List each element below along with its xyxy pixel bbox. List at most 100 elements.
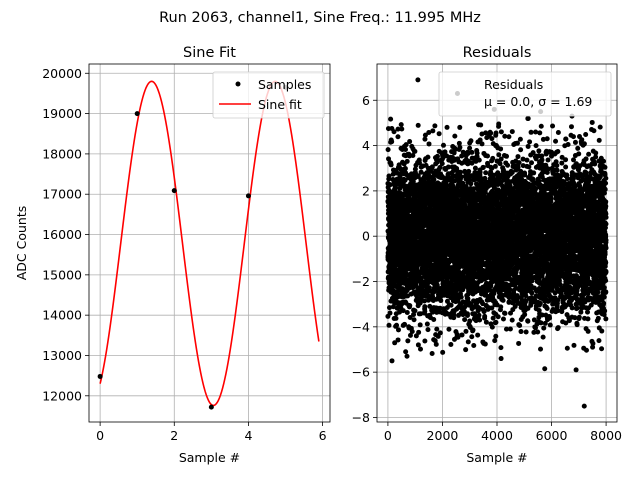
residual-point bbox=[422, 136, 428, 142]
residual-point bbox=[493, 333, 499, 339]
residual-point bbox=[469, 160, 475, 166]
y-tick-label: 19000 bbox=[42, 106, 82, 121]
residual-point bbox=[493, 130, 499, 136]
residual-point bbox=[425, 327, 431, 333]
residual-point bbox=[392, 340, 398, 346]
residual-point bbox=[483, 170, 489, 176]
residual-point bbox=[464, 313, 470, 319]
residual-point bbox=[426, 141, 432, 147]
residual-point bbox=[452, 147, 458, 153]
residual-point bbox=[422, 308, 428, 314]
residual-point bbox=[387, 182, 393, 188]
sine-fit-legend: Samples Sine fit bbox=[212, 71, 325, 119]
residual-point bbox=[500, 316, 506, 322]
residual-point bbox=[432, 123, 438, 129]
residual-point bbox=[422, 304, 428, 310]
y-tick-label: 15000 bbox=[42, 267, 82, 282]
residual-point bbox=[386, 305, 392, 311]
residual-point bbox=[417, 322, 423, 328]
residual-point bbox=[434, 326, 440, 332]
residual-point bbox=[441, 142, 446, 148]
residual-point bbox=[416, 160, 422, 166]
residual-point bbox=[448, 342, 454, 347]
residual-point bbox=[477, 169, 483, 175]
residual-point bbox=[422, 132, 428, 138]
residual-point bbox=[452, 133, 458, 139]
residual-point bbox=[400, 308, 406, 314]
residual-point bbox=[475, 332, 481, 338]
residual-point bbox=[515, 154, 521, 160]
residual-point bbox=[431, 177, 437, 183]
x-tick-label: 0 bbox=[96, 428, 104, 443]
residual-point bbox=[411, 317, 417, 323]
residual-point bbox=[402, 321, 408, 327]
residual-point bbox=[422, 338, 428, 344]
residual-point bbox=[474, 150, 480, 156]
residual-point bbox=[462, 317, 468, 323]
residual-point bbox=[425, 154, 431, 160]
residual-point bbox=[517, 136, 523, 142]
residual-point bbox=[410, 152, 416, 158]
residual-point bbox=[431, 316, 437, 322]
sample-point bbox=[208, 404, 214, 410]
residuals-title: Residuals bbox=[463, 45, 532, 61]
residual-point bbox=[389, 139, 395, 145]
residual-point bbox=[469, 334, 475, 340]
residual-point bbox=[448, 302, 454, 308]
residual-point bbox=[482, 341, 488, 347]
sample-point bbox=[97, 373, 103, 379]
residual-point bbox=[509, 317, 515, 323]
residual-point bbox=[495, 314, 501, 320]
residual-point bbox=[498, 345, 504, 351]
residual-point bbox=[404, 158, 410, 164]
residual-point bbox=[388, 116, 394, 122]
residual-point bbox=[517, 323, 523, 329]
residual-point bbox=[489, 136, 495, 142]
sine-fit-axes: Sine Fit 0 2 4 6120001300014000150001600017… bbox=[14, 45, 331, 465]
residual-point bbox=[394, 322, 400, 328]
residual-point bbox=[385, 147, 391, 153]
residual-point bbox=[468, 181, 474, 187]
residual-point bbox=[398, 122, 404, 128]
residual-point bbox=[386, 173, 392, 179]
sample-point bbox=[134, 111, 140, 117]
residual-point bbox=[444, 124, 450, 130]
residual-point bbox=[470, 327, 476, 333]
y-tick-label: 13000 bbox=[42, 348, 82, 363]
residual-point bbox=[388, 162, 394, 168]
sine-fit-xlabel: Sample # bbox=[179, 450, 240, 465]
residual-point bbox=[404, 309, 410, 315]
residual-point bbox=[472, 165, 478, 171]
residual-point bbox=[416, 329, 422, 335]
x-tick-label: 4 bbox=[244, 428, 252, 443]
residual-point bbox=[463, 328, 469, 334]
residual-point bbox=[463, 303, 469, 309]
sine-fit-curve bbox=[99, 80, 320, 407]
residual-point bbox=[395, 126, 401, 132]
residual-point bbox=[483, 319, 489, 325]
residual-point bbox=[433, 341, 439, 347]
y-tick-label: 18000 bbox=[42, 146, 82, 161]
sine-fit-legend-box bbox=[212, 71, 325, 119]
residual-point bbox=[467, 318, 473, 324]
residual-point bbox=[403, 142, 409, 148]
residual-point bbox=[407, 315, 413, 320]
residual-point bbox=[478, 122, 484, 128]
y-tick-label: 12000 bbox=[42, 388, 82, 403]
residual-point bbox=[451, 315, 457, 321]
residual-point bbox=[488, 130, 494, 136]
residual-point bbox=[455, 334, 461, 340]
residual-point bbox=[482, 313, 488, 319]
residual-point bbox=[407, 303, 413, 309]
residual-point bbox=[436, 131, 442, 137]
residual-point bbox=[415, 342, 421, 348]
residual-point bbox=[457, 124, 463, 130]
residual-point bbox=[387, 310, 393, 316]
residual-point bbox=[407, 332, 413, 338]
residuals-points-layer bbox=[385, 77, 609, 409]
y-tick-label: 14000 bbox=[42, 308, 82, 323]
residual-point bbox=[415, 173, 421, 179]
residual-point bbox=[498, 146, 504, 152]
residual-point bbox=[458, 294, 464, 300]
residual-point bbox=[392, 184, 398, 190]
